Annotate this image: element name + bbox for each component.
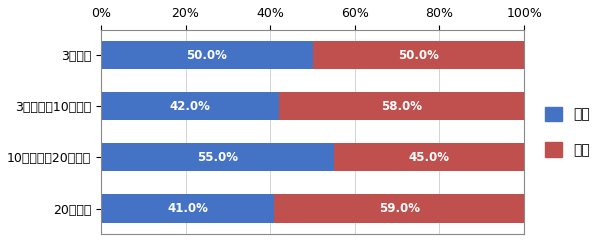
- Bar: [101, 194, 274, 222]
- Text: 45.0%: 45.0%: [408, 151, 449, 164]
- Text: 58.0%: 58.0%: [381, 100, 422, 113]
- Bar: [279, 92, 524, 120]
- Text: 55.0%: 55.0%: [197, 151, 238, 164]
- Legend: ある, ない: ある, ない: [540, 101, 595, 163]
- Text: 42.0%: 42.0%: [169, 100, 210, 113]
- Text: 50.0%: 50.0%: [186, 49, 227, 62]
- Bar: [312, 41, 524, 69]
- Bar: [101, 143, 333, 171]
- Text: 41.0%: 41.0%: [167, 202, 208, 215]
- Bar: [101, 92, 279, 120]
- Bar: [333, 143, 524, 171]
- Text: 59.0%: 59.0%: [379, 202, 420, 215]
- Text: 50.0%: 50.0%: [398, 49, 439, 62]
- Bar: [101, 41, 312, 69]
- Bar: [274, 194, 524, 222]
